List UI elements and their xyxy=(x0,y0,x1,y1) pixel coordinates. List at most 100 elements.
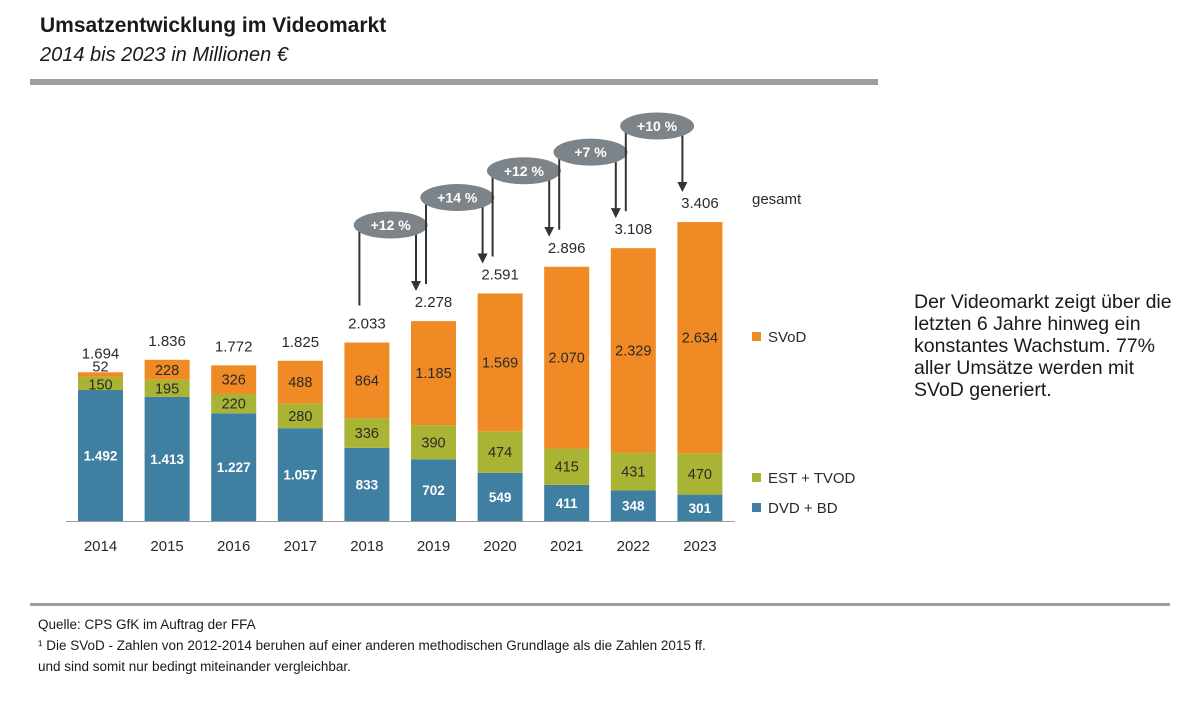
growth-bubble xyxy=(420,184,495,212)
source-text: Quelle: CPS GfK im Auftrag der FFA xyxy=(38,617,256,632)
data-label-dvd-bd: 1.227 xyxy=(217,460,251,475)
bar-dvd-bd xyxy=(544,484,590,521)
data-label-svod: 2.329 xyxy=(615,343,651,359)
bottom-divider xyxy=(30,603,1170,606)
x-tick-label: 2017 xyxy=(284,538,317,555)
data-label-svod: 1.185 xyxy=(415,366,451,382)
data-label-total: 1.825 xyxy=(282,334,320,351)
data-label-dvd-bd: 1.492 xyxy=(84,449,118,464)
bar-est-tvod xyxy=(411,425,456,460)
x-tick-label: 2016 xyxy=(217,538,250,555)
growth-label: +14 % xyxy=(437,190,478,206)
growth-bubble xyxy=(553,138,628,166)
data-label-est-tvod: 336 xyxy=(355,426,379,442)
legend-dvd-bd-swatch xyxy=(752,503,761,512)
footnote-line-1: ¹ Die SVoD - Zahlen von 2012-2014 beruhe… xyxy=(38,638,706,653)
data-label-est-tvod: 431 xyxy=(621,465,645,481)
x-tick-label: 2023 xyxy=(683,538,716,555)
bar-est-tvod xyxy=(544,448,590,485)
growth-label: +12 % xyxy=(504,163,545,179)
data-label-est-tvod: 390 xyxy=(421,435,445,451)
x-tick-label: 2021 xyxy=(550,538,583,555)
bar-svod xyxy=(544,266,590,449)
data-label-svod: 326 xyxy=(222,373,246,389)
bar-svod xyxy=(211,365,257,394)
bar-dvd-bd xyxy=(477,472,523,521)
data-label-svod: 52 xyxy=(92,359,108,375)
bar-dvd-bd xyxy=(277,428,323,521)
x-tick-label: 2018 xyxy=(350,538,383,555)
data-label-est-tvod: 280 xyxy=(288,409,312,425)
data-label-dvd-bd: 833 xyxy=(356,477,379,492)
chart-title: Umsatzentwicklung im Videomarkt xyxy=(40,14,387,37)
data-label-dvd-bd: 702 xyxy=(422,483,445,498)
data-label-est-tvod: 195 xyxy=(155,381,179,397)
x-tick-label: 2015 xyxy=(150,538,183,555)
footnote-line-2: und sind somit nur bedingt miteinander v… xyxy=(38,659,351,674)
data-label-svod: 488 xyxy=(288,375,312,391)
bar-svod xyxy=(277,360,323,404)
bar-est-tvod xyxy=(677,453,723,495)
bar-dvd-bd xyxy=(78,390,123,521)
data-label-est-tvod: 470 xyxy=(688,467,712,483)
bar-svod xyxy=(610,248,656,453)
bar-svod xyxy=(144,359,190,380)
data-label-total: 1.772 xyxy=(215,338,253,355)
data-label-total: 1.694 xyxy=(82,345,120,362)
legend-total-label: gesamt xyxy=(752,191,802,208)
bar-est-tvod xyxy=(610,452,656,491)
data-label-svod: 864 xyxy=(355,373,379,389)
data-label-total: 2.033 xyxy=(348,316,386,333)
data-label-svod: 2.634 xyxy=(682,331,718,347)
legend-est-tvod-label: EST + TVOD xyxy=(768,470,856,487)
bar-svod xyxy=(344,342,390,419)
data-label-total: 3.108 xyxy=(615,221,653,238)
bar-est-tvod xyxy=(344,418,390,448)
data-label-total: 1.836 xyxy=(148,333,186,350)
bar-dvd-bd xyxy=(211,413,257,521)
legend-svod-label: SVoD xyxy=(768,329,807,346)
legend-dvd-bd-label: DVD + BD xyxy=(768,500,838,517)
data-label-total: 2.591 xyxy=(481,266,519,283)
bar-dvd-bd xyxy=(411,459,456,521)
chart-subtitle: 2014 bis 2023 in Millionen € xyxy=(40,44,288,66)
bar-est-tvod xyxy=(211,393,257,414)
data-label-svod: 2.070 xyxy=(549,351,585,367)
data-label-dvd-bd: 549 xyxy=(489,490,512,505)
growth-label: +7 % xyxy=(574,144,607,160)
bar-dvd-bd xyxy=(144,396,190,521)
data-label-svod: 228 xyxy=(155,363,179,379)
data-label-est-tvod: 474 xyxy=(488,445,512,461)
data-label-est-tvod: 415 xyxy=(555,460,579,476)
data-label-dvd-bd: 411 xyxy=(556,496,578,511)
bar-dvd-bd xyxy=(610,490,656,521)
commentary-text: Der Videomarkt zeigt über die letzten 6 … xyxy=(914,291,1172,401)
bar-dvd-bd xyxy=(677,494,723,521)
bar-est-tvod xyxy=(78,376,123,391)
data-label-dvd-bd: 301 xyxy=(689,501,712,516)
data-label-est-tvod: 220 xyxy=(222,397,246,413)
data-label-dvd-bd: 1.413 xyxy=(150,452,184,467)
data-label-dvd-bd: 348 xyxy=(622,499,645,514)
top-divider xyxy=(30,79,878,85)
growth-label: +12 % xyxy=(371,217,412,233)
bar-svod xyxy=(78,372,123,377)
bar-est-tvod xyxy=(144,379,190,397)
growth-bubble xyxy=(620,112,695,140)
x-tick-label: 2019 xyxy=(417,538,450,555)
data-label-est-tvod: 150 xyxy=(88,378,112,394)
data-label-total: 2.896 xyxy=(548,240,586,257)
bar-est-tvod xyxy=(477,431,523,473)
bar-svod xyxy=(411,321,456,426)
data-label-svod: 1.569 xyxy=(482,355,518,371)
bar-svod xyxy=(677,222,723,454)
bar-svod xyxy=(477,293,523,432)
growth-bubble xyxy=(353,211,428,239)
x-tick-label: 2014 xyxy=(84,538,117,555)
bar-dvd-bd xyxy=(344,447,390,521)
data-label-total: 3.406 xyxy=(681,195,719,212)
legend-svod-swatch xyxy=(752,332,761,341)
legend-est-tvod-swatch xyxy=(752,473,761,482)
data-label-total: 2.278 xyxy=(415,294,453,311)
